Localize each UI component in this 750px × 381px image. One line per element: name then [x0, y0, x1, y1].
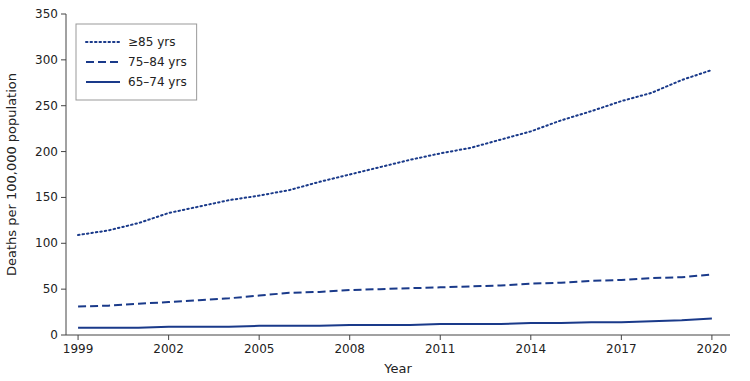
x-axis-label: Year	[383, 361, 412, 376]
legend-label: 75–84 yrs	[128, 55, 187, 69]
x-tick-label: 1999	[63, 342, 94, 356]
x-tick	[440, 335, 441, 340]
y-tick-label: 250	[35, 99, 58, 113]
x-tick-label: 2020	[697, 342, 728, 356]
chart: 1999 2002 2005 2008 2011 2014 2017 2020 0 50 100 15…	[0, 0, 750, 381]
x-tick-label: 2008	[334, 342, 365, 356]
y-tick	[61, 14, 66, 15]
y-tick	[61, 105, 66, 106]
y-tick-label: 150	[35, 190, 58, 204]
y-tick-label: 200	[35, 145, 58, 159]
y-tick-label: 50	[43, 282, 58, 296]
y-axis-label: Deaths per 100,000 population	[4, 73, 19, 276]
y-tick	[61, 151, 66, 152]
legend-box	[76, 24, 197, 100]
x-tick	[530, 335, 531, 340]
y-tick-label: 100	[35, 236, 58, 250]
y-tick	[61, 289, 66, 290]
x-tick	[78, 335, 79, 340]
x-tick	[259, 335, 260, 340]
y-tick-label: 300	[35, 53, 58, 67]
x-tick-label: 2002	[153, 342, 184, 356]
y-tick	[61, 243, 66, 244]
y-tick-label: 0	[50, 328, 58, 342]
legend: ≥85 yrs 75–84 yrs 65–74 yrs	[76, 24, 197, 100]
x-axis-line	[66, 335, 730, 336]
axes: 1999 2002 2005 2008 2011 2014 2017 2020 0 50 100 15…	[35, 7, 730, 356]
series-line	[78, 274, 712, 306]
x-tick-label: 2005	[244, 342, 275, 356]
x-tick-label: 2014	[516, 342, 547, 356]
x-tick	[711, 335, 712, 340]
legend-swatch	[86, 81, 120, 83]
series-line	[78, 318, 712, 327]
y-tick	[61, 59, 66, 60]
legend-swatch	[86, 41, 120, 43]
y-axis-line	[66, 14, 67, 335]
x-tick-label: 2017	[606, 342, 637, 356]
x-tick	[621, 335, 622, 340]
y-tick-label: 350	[35, 7, 58, 21]
x-tick	[168, 335, 169, 340]
x-tick-label: 2011	[425, 342, 456, 356]
legend-swatch	[86, 61, 120, 63]
legend-label: ≥85 yrs	[128, 35, 175, 49]
legend-label: 65–74 yrs	[128, 75, 187, 89]
y-tick	[61, 197, 66, 198]
lines	[78, 70, 712, 328]
y-tick	[61, 335, 66, 336]
x-tick	[349, 335, 350, 340]
